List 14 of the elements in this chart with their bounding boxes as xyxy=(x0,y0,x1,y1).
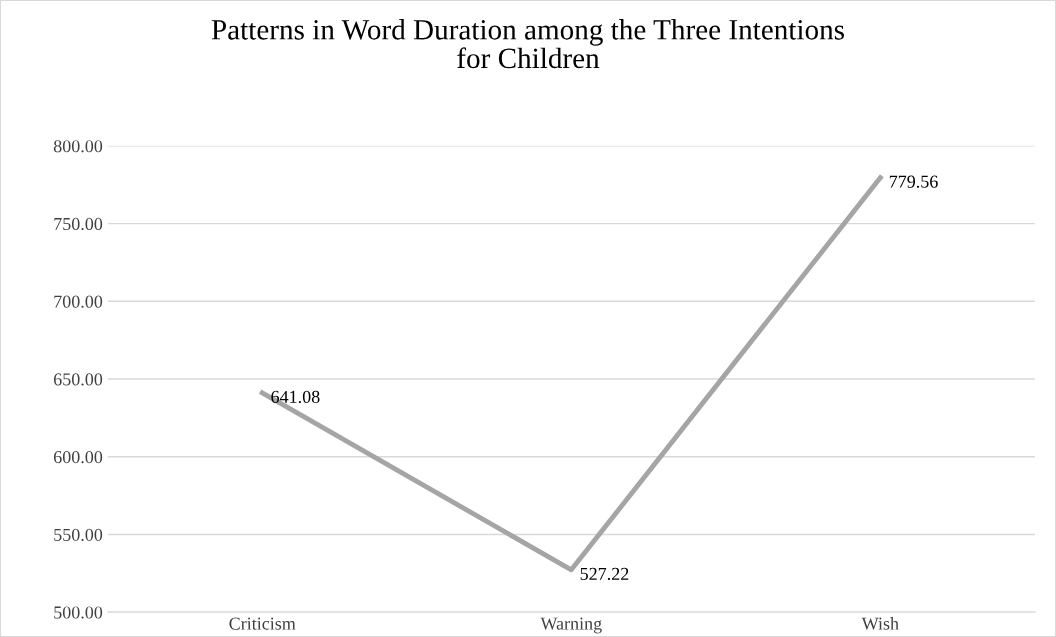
y-tick-label: 500.00 xyxy=(54,606,103,619)
x-tick-label: Warning xyxy=(540,617,602,634)
y-tick-label: 650.00 xyxy=(53,373,103,386)
y-tick-label: 550.00 xyxy=(54,528,103,541)
x-tick-label: Criticism xyxy=(229,617,296,630)
chart-title: Patterns in Word Duration among the Three Intentions for Children xyxy=(211,19,844,69)
x-tick-label: Wish xyxy=(861,617,899,630)
data-label: 527.22 xyxy=(580,567,629,580)
data-label: 641.08 xyxy=(271,390,320,404)
y-tick-label: 700.00 xyxy=(54,295,103,308)
data-label: 779.56 xyxy=(889,175,938,188)
y-tick-label: 600.00 xyxy=(53,450,103,464)
y-tick-label: 800.00 xyxy=(53,140,103,153)
y-tick-label: 750.00 xyxy=(54,217,103,231)
